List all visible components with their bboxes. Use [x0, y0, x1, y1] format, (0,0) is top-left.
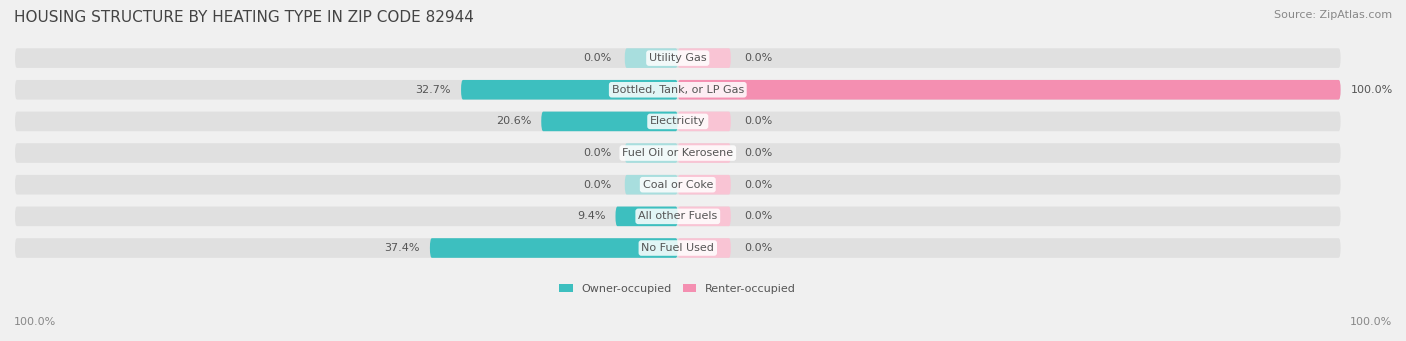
Text: 32.7%: 32.7% [416, 85, 451, 95]
FancyBboxPatch shape [678, 175, 731, 194]
Text: 20.6%: 20.6% [496, 116, 531, 127]
FancyBboxPatch shape [624, 175, 678, 194]
FancyBboxPatch shape [624, 48, 678, 68]
FancyBboxPatch shape [15, 112, 1340, 131]
Text: Coal or Coke: Coal or Coke [643, 180, 713, 190]
FancyBboxPatch shape [678, 112, 731, 131]
Text: 100.0%: 100.0% [14, 317, 56, 327]
Text: Electricity: Electricity [650, 116, 706, 127]
Text: Utility Gas: Utility Gas [650, 53, 707, 63]
FancyBboxPatch shape [461, 80, 678, 100]
Text: HOUSING STRUCTURE BY HEATING TYPE IN ZIP CODE 82944: HOUSING STRUCTURE BY HEATING TYPE IN ZIP… [14, 10, 474, 25]
FancyBboxPatch shape [678, 207, 731, 226]
Text: All other Fuels: All other Fuels [638, 211, 717, 221]
Text: 9.4%: 9.4% [576, 211, 606, 221]
Text: 0.0%: 0.0% [744, 116, 772, 127]
Text: 0.0%: 0.0% [744, 180, 772, 190]
Legend: Owner-occupied, Renter-occupied: Owner-occupied, Renter-occupied [555, 279, 800, 298]
FancyBboxPatch shape [624, 143, 678, 163]
Text: 0.0%: 0.0% [583, 53, 612, 63]
FancyBboxPatch shape [678, 143, 731, 163]
FancyBboxPatch shape [15, 80, 1340, 100]
Text: Source: ZipAtlas.com: Source: ZipAtlas.com [1274, 10, 1392, 20]
Text: No Fuel Used: No Fuel Used [641, 243, 714, 253]
FancyBboxPatch shape [15, 175, 1340, 194]
FancyBboxPatch shape [15, 207, 1340, 226]
Text: 37.4%: 37.4% [384, 243, 420, 253]
Text: 100.0%: 100.0% [1350, 317, 1392, 327]
FancyBboxPatch shape [15, 143, 1340, 163]
Text: 0.0%: 0.0% [583, 148, 612, 158]
FancyBboxPatch shape [430, 238, 678, 258]
Text: 100.0%: 100.0% [1351, 85, 1393, 95]
FancyBboxPatch shape [678, 48, 731, 68]
Text: 0.0%: 0.0% [744, 148, 772, 158]
Text: 0.0%: 0.0% [744, 53, 772, 63]
Text: 0.0%: 0.0% [583, 180, 612, 190]
FancyBboxPatch shape [678, 238, 731, 258]
FancyBboxPatch shape [15, 48, 1340, 68]
Text: Bottled, Tank, or LP Gas: Bottled, Tank, or LP Gas [612, 85, 744, 95]
Text: 0.0%: 0.0% [744, 211, 772, 221]
FancyBboxPatch shape [15, 238, 1340, 258]
FancyBboxPatch shape [616, 207, 678, 226]
FancyBboxPatch shape [678, 80, 1340, 100]
Text: Fuel Oil or Kerosene: Fuel Oil or Kerosene [623, 148, 734, 158]
FancyBboxPatch shape [541, 112, 678, 131]
Text: 0.0%: 0.0% [744, 243, 772, 253]
